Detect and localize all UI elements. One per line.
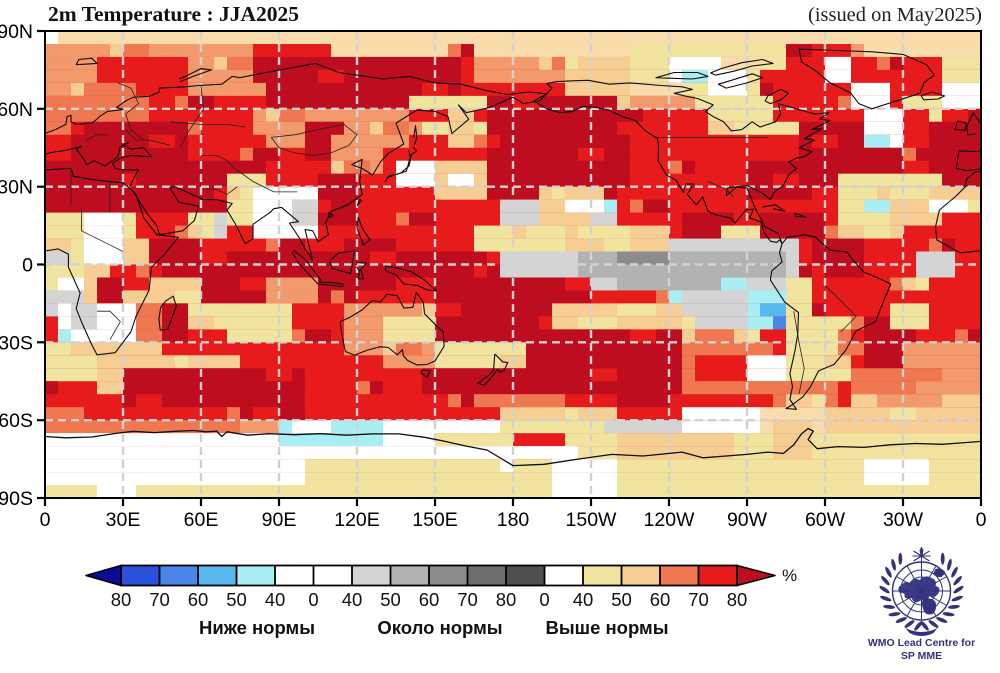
svg-text:70: 70 [457,589,478,610]
svg-text:150E: 150E [412,509,458,531]
svg-text:90S: 90S [0,488,33,510]
svg-text:2m Temperature : JJA2025: 2m Temperature : JJA2025 [48,2,299,26]
svg-text:0: 0 [976,509,987,531]
svg-text:Выше нормы: Выше нормы [545,617,668,638]
svg-text:(issued on May2025): (issued on May2025) [808,5,982,26]
svg-text:50: 50 [226,589,247,610]
svg-text:80: 80 [496,589,517,610]
svg-text:%: % [782,566,797,585]
svg-text:Ниже нормы: Ниже нормы [199,617,315,638]
svg-text:70: 70 [149,589,170,610]
svg-text:30N: 30N [0,177,33,199]
svg-text:40: 40 [342,589,363,610]
svg-text:60W: 60W [805,509,846,531]
svg-text:90N: 90N [0,21,33,43]
svg-text:50: 50 [611,589,632,610]
svg-text:30E: 30E [106,509,141,531]
svg-text:30S: 30S [0,332,33,354]
svg-text:90E: 90E [262,509,297,531]
svg-text:0: 0 [308,589,318,610]
svg-text:120E: 120E [334,509,380,531]
svg-text:70: 70 [688,589,709,610]
svg-text:180: 180 [497,509,530,531]
svg-text:120W: 120W [644,509,696,531]
svg-text:150W: 150W [566,509,618,531]
svg-text:SP MME: SP MME [901,650,942,662]
svg-text:90W: 90W [727,509,768,531]
svg-text:WMO Lead Centre for: WMO Lead Centre for [868,637,975,649]
svg-text:60: 60 [650,589,671,610]
svg-text:80: 80 [727,589,748,610]
svg-text:40: 40 [265,589,286,610]
svg-text:80: 80 [111,589,132,610]
svg-text:30W: 30W [883,509,924,531]
svg-text:50: 50 [380,589,401,610]
svg-text:60E: 60E [184,509,219,531]
svg-text:0: 0 [40,509,51,531]
svg-text:60: 60 [188,589,209,610]
svg-text:0: 0 [539,589,549,610]
svg-text:Около нормы: Около нормы [377,617,502,638]
svg-text:40: 40 [573,589,594,610]
svg-text:0: 0 [22,255,33,277]
svg-text:60S: 60S [0,410,33,432]
svg-text:60N: 60N [0,99,33,121]
svg-text:60: 60 [419,589,440,610]
